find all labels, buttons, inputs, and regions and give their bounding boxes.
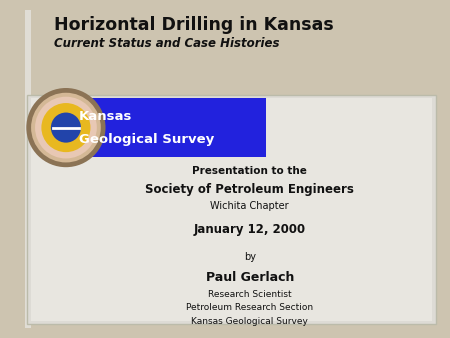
Text: Current Status and Case Histories: Current Status and Case Histories [54,37,279,50]
Text: Geological Survey: Geological Survey [79,133,214,146]
Text: Paul Gerlach: Paul Gerlach [206,271,294,284]
Ellipse shape [31,93,101,163]
Text: by: by [244,252,256,262]
Text: January 12, 2000: January 12, 2000 [194,223,306,236]
Ellipse shape [26,88,105,167]
Text: Presentation to the: Presentation to the [192,166,307,176]
Ellipse shape [35,97,97,159]
Bar [32,98,432,321]
Bar [25,10,31,328]
Ellipse shape [41,103,90,152]
Text: Research Scientist: Research Scientist [208,290,292,298]
Text: Petroleum Research Section: Petroleum Research Section [186,303,313,312]
Text: Kansas Geological Survey: Kansas Geological Survey [191,317,308,325]
Text: Kansas: Kansas [79,111,132,123]
Ellipse shape [51,113,81,143]
Text: Society of Petroleum Engineers: Society of Petroleum Engineers [145,183,354,196]
Text: Horizontal Drilling in Kansas: Horizontal Drilling in Kansas [54,16,334,34]
Text: Wichita Chapter: Wichita Chapter [211,201,289,211]
Bar [50,98,266,157]
Bar [27,95,436,324]
